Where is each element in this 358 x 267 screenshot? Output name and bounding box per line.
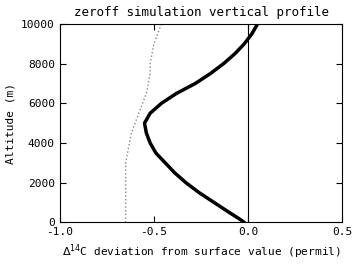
- Y-axis label: Altitude (m): Altitude (m): [6, 83, 15, 164]
- X-axis label: $\Delta^{14}$C deviation from surface value (permil): $\Delta^{14}$C deviation from surface va…: [62, 243, 340, 261]
- Title: zeroff simulation vertical profile: zeroff simulation vertical profile: [73, 6, 329, 18]
